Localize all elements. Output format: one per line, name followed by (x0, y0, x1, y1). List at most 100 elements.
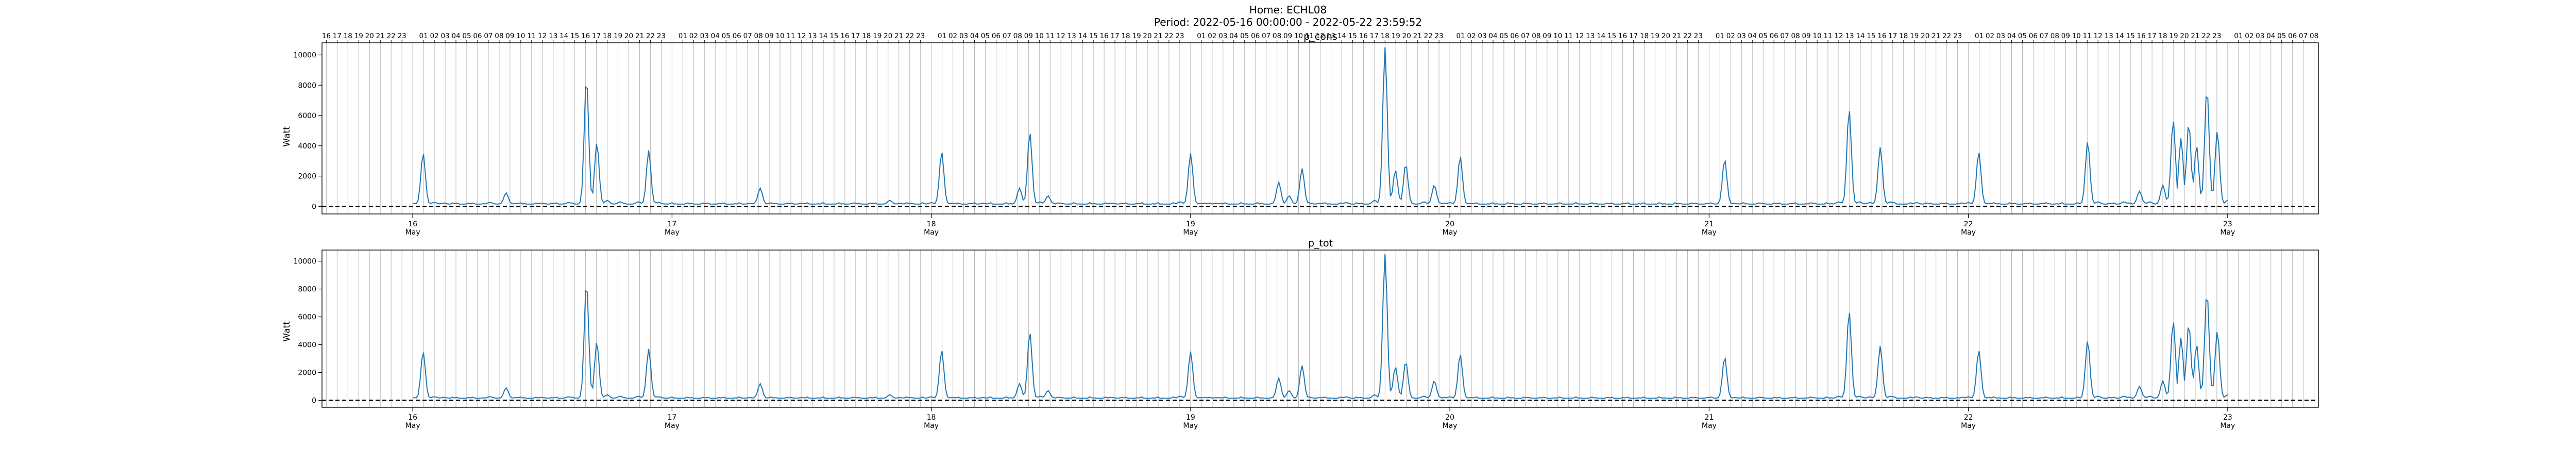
hour-tick-label: 11 (1046, 32, 1055, 40)
hour-tick-label: 05 (2018, 32, 2027, 40)
hour-tick-label: 02 (1986, 32, 1994, 40)
hour-tick-label: 21 (635, 32, 644, 40)
hour-tick-label: 06 (2288, 32, 2297, 40)
series-line (412, 254, 2228, 399)
hour-tick-label: 15 (1867, 32, 1875, 40)
hour-tick-label: 12 (1575, 32, 1584, 40)
hour-tick-label: 07 (484, 32, 493, 40)
x-tick-label: 23 (2223, 413, 2232, 422)
hour-tick-label: 18 (1381, 32, 1389, 40)
hour-tick-label: 08 (1532, 32, 1540, 40)
hour-tick-label: 13 (1845, 32, 1854, 40)
y-tick-label: 10000 (293, 52, 316, 60)
x-tick-label: 16 (408, 220, 417, 228)
hour-tick-label: 11 (1305, 32, 1314, 40)
hour-tick-label: 05 (1240, 32, 1249, 40)
hour-tick-label: 03 (1737, 32, 1746, 40)
hour-tick-label: 04 (711, 32, 720, 40)
hour-tick-label: 04 (970, 32, 979, 40)
hour-tick-label: 03 (440, 32, 449, 40)
hour-tick-label: 10 (1035, 32, 1044, 40)
x-tick-sublabel: May (1443, 228, 1458, 237)
figure-suptitle-home: Home: ECHL08 (1249, 4, 1327, 16)
y-axis-label: Watt (282, 321, 292, 342)
hour-tick-label: 19 (614, 32, 622, 40)
hour-tick-label: 05 (2277, 32, 2286, 40)
hour-tick-label: 14 (819, 32, 827, 40)
hour-tick-label: 02 (430, 32, 438, 40)
x-tick-label: 19 (1186, 413, 1195, 422)
hour-tick-label: 18 (1640, 32, 1649, 40)
hour-tick-label: 18 (344, 32, 352, 40)
hour-tick-label: 15 (1089, 32, 1098, 40)
hour-tick-label: 01 (419, 32, 428, 40)
hour-tick-label: 19 (1651, 32, 1659, 40)
x-tick-sublabel: May (2220, 422, 2235, 430)
hour-tick-label: 07 (2040, 32, 2048, 40)
x-tick-sublabel: May (1702, 228, 1717, 237)
hour-tick-label: 17 (1370, 32, 1379, 40)
hour-tick-label: 22 (905, 32, 914, 40)
hour-tick-label: 19 (1132, 32, 1141, 40)
hour-tick-label: 23 (1175, 32, 1184, 40)
hour-tick-label: 09 (1543, 32, 1551, 40)
hour-tick-label: 02 (1467, 32, 1476, 40)
hour-tick-label: 22 (1942, 32, 1951, 40)
hour-tick-label: 15 (570, 32, 579, 40)
x-tick-sublabel: May (1961, 228, 1976, 237)
hour-tick-label: 03 (959, 32, 968, 40)
hour-tick-label: 11 (2083, 32, 2092, 40)
hour-tick-label: 03 (1478, 32, 1486, 40)
hour-tick-label: 04 (2007, 32, 2016, 40)
hour-tick-label: 18 (2158, 32, 2167, 40)
hour-tick-label: 13 (2105, 32, 2113, 40)
hour-tick-label: 07 (1003, 32, 1011, 40)
x-tick-sublabel: May (1961, 422, 1976, 430)
hour-tick-label: 20 (1662, 32, 1670, 40)
hour-tick-label: 20 (624, 32, 633, 40)
y-axis-label: Watt (282, 126, 292, 147)
hour-tick-label: 18 (1899, 32, 1908, 40)
hour-tick-label: 10 (775, 32, 784, 40)
hour-tick-label: 04 (2266, 32, 2275, 40)
hour-tick-label: 17 (592, 32, 601, 40)
hour-tick-label: 11 (1564, 32, 1573, 40)
hour-tick-label: 10 (2072, 32, 2081, 40)
x-tick-sublabel: May (1183, 228, 1198, 237)
x-tick-label: 23 (2223, 220, 2232, 228)
hour-tick-label: 07 (743, 32, 752, 40)
hour-tick-label: 08 (1273, 32, 1281, 40)
x-tick-label: 18 (927, 220, 936, 228)
hour-tick-label: 23 (916, 32, 925, 40)
hour-tick-label: 06 (1770, 32, 1778, 40)
hour-tick-label: 20 (884, 32, 892, 40)
hour-tick-label: 12 (1834, 32, 1843, 40)
x-tick-label: 22 (1964, 413, 1973, 422)
x-tick-sublabel: May (924, 422, 939, 430)
hour-tick-label: 21 (2191, 32, 2199, 40)
hour-tick-label: 18 (603, 32, 612, 40)
hour-tick-label: 04 (1748, 32, 1757, 40)
hour-tick-label: 13 (549, 32, 557, 40)
hour-tick-label: 02 (689, 32, 698, 40)
hour-tick-label: 15 (1348, 32, 1357, 40)
hour-tick-label: 21 (376, 32, 385, 40)
hour-tick-label: 06 (733, 32, 741, 40)
hour-tick-label: 16 (322, 32, 331, 40)
hour-tick-label: 17 (1111, 32, 1120, 40)
hour-tick-label: 23 (1953, 32, 1962, 40)
y-tick-label: 8000 (298, 286, 316, 294)
hour-tick-label: 06 (2029, 32, 2038, 40)
x-tick-label: 17 (667, 413, 676, 422)
hour-tick-label: 02 (1208, 32, 1216, 40)
hour-tick-label: 16 (1618, 32, 1627, 40)
hour-tick-label: 22 (646, 32, 655, 40)
hour-tick-label: 11 (527, 32, 536, 40)
hour-tick-label: 16 (1877, 32, 1886, 40)
hour-tick-label: 13 (1327, 32, 1335, 40)
hour-tick-label: 21 (1413, 32, 1422, 40)
hour-tick-label: 07 (2299, 32, 2308, 40)
hour-tick-label: 22 (1164, 32, 1173, 40)
hour-tick-label: 21 (894, 32, 903, 40)
hour-tick-label: 22 (2201, 32, 2210, 40)
